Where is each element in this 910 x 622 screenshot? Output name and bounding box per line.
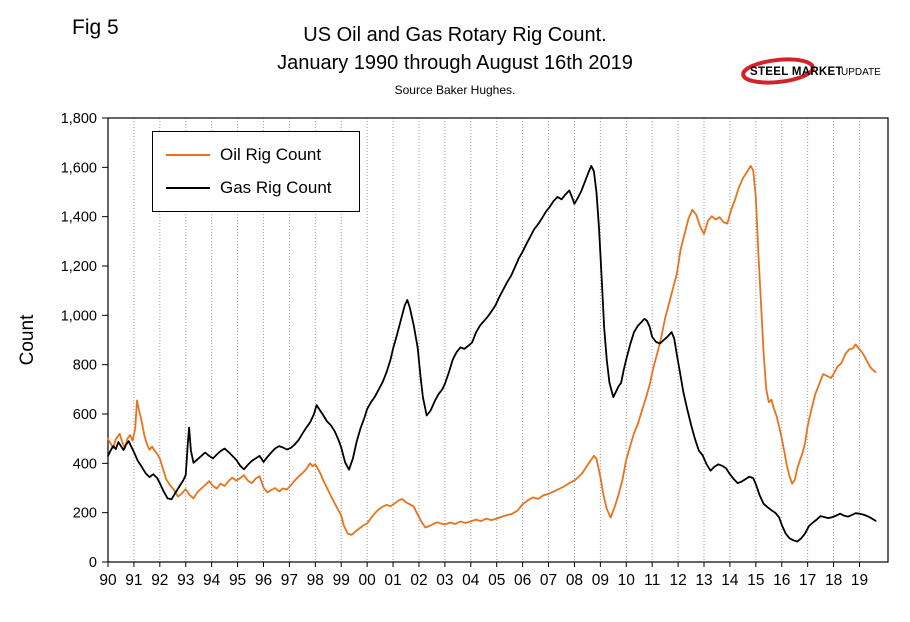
x-axis-tick-label: 14 [721, 572, 739, 589]
y-axis-tick-label: 1,000 [61, 308, 97, 324]
x-axis-tick-label: 09 [592, 572, 609, 589]
plot-frame [107, 117, 889, 563]
x-axis-tick-label: 19 [851, 572, 868, 589]
x-axis-tick-label: 08 [566, 572, 583, 589]
x-axis-tick-label: 07 [540, 572, 557, 589]
figure-label: Fig 5 [72, 16, 119, 39]
y-axis-tick-label: 200 [73, 506, 97, 522]
y-axis-tick-label: 1,200 [61, 259, 97, 275]
x-axis-tick-label: 95 [229, 572, 246, 589]
x-axis-tick-label: 92 [151, 572, 168, 589]
chart-source: Source Baker Hughes. [394, 83, 516, 97]
chart-canvas: 90 91 92 93 94 95 96 97 98 99 00 01 02 03 04 05 06 07 08 09… [61, 111, 889, 589]
y-axis-tick-label: 800 [73, 358, 97, 374]
gas-rig-count-line [107, 165, 877, 543]
x-axis-tick-label: 13 [695, 572, 712, 589]
x-axis-tick-label: 16 [773, 572, 790, 589]
x-axis-tick-label: 90 [99, 572, 117, 589]
x-axis-tick-label: 00 [359, 572, 377, 589]
y-axis-tick-label: 1,800 [61, 111, 97, 127]
oil-line-swatch-icon [166, 154, 210, 156]
x-axis-tick-label: 93 [177, 572, 194, 589]
x-axis-tick-label: 17 [799, 572, 816, 589]
x-axis-tick-label: 03 [436, 572, 453, 589]
x-axis-tick-label: 06 [514, 572, 531, 589]
x-axis-tick-label: 01 [384, 572, 401, 589]
y-axis-tick-label: 600 [73, 407, 97, 423]
y-axis-tick-label: 1,400 [61, 210, 97, 226]
x-axis-tick-label: 98 [307, 572, 324, 589]
x-axis-tick-label: 04 [462, 572, 480, 589]
x-axis-tick-label: 15 [747, 572, 764, 589]
x-axis-tick-label: 05 [488, 572, 505, 589]
y-axis-tick-label: 1,600 [61, 160, 97, 176]
x-axis-tick-label: 11 [644, 572, 660, 589]
x-axis-tick-label: 99 [333, 572, 350, 589]
y-axis-tick-label: 0 [89, 555, 97, 571]
logo-swoosh-icon [741, 57, 815, 85]
legend-label-oil: Oil Rig Count [220, 145, 322, 164]
x-axis-tick-label: 12 [669, 572, 686, 589]
chart-title: US Oil and Gas Rotary Rig Count. [303, 24, 607, 46]
legend-item-gas: Gas Rig Count [166, 178, 359, 198]
x-axis-tick-label: 97 [281, 572, 298, 589]
x-axis-tick-label: 96 [255, 572, 272, 589]
logo-text-primary: STEEL MARKET [750, 66, 843, 78]
x-axis-tick-label: 18 [825, 572, 842, 589]
legend-item-oil: Oil Rig Count [166, 145, 359, 165]
x-axis-tick-label: 02 [410, 572, 427, 589]
smu-logo: STEEL MARKET UPDATE [741, 57, 881, 85]
x-axis-tick-label: 10 [618, 572, 636, 589]
logo-text-secondary: UPDATE [841, 67, 881, 78]
gas-line-swatch-icon [166, 187, 210, 189]
x-axis-tick-label: 91 [125, 572, 142, 589]
oil-rig-count-line [107, 165, 877, 536]
legend-label-gas: Gas Rig Count [220, 178, 332, 197]
x-axis-tick-label: 94 [203, 572, 221, 589]
chart-subtitle: January 1990 through August 16th 2019 [277, 52, 633, 74]
legend: Oil Rig Count Gas Rig Count [152, 131, 360, 212]
y-axis-tick-label: 400 [73, 456, 97, 472]
